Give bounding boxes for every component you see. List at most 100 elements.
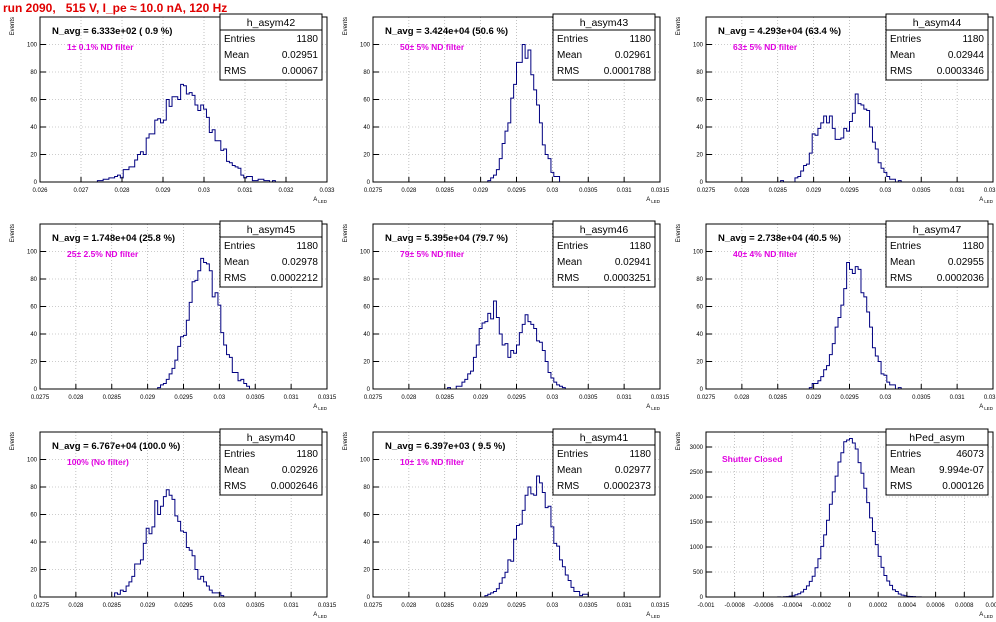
x-tick-label: 0.0295 [840,395,859,401]
stats-value-mean: 0.02978 [282,257,319,268]
y-axis-label: Events [676,224,682,242]
filter-note: 25± 2.5% ND filter [67,249,139,259]
stats-value-mean: 0.02955 [948,257,985,268]
y-tick-label: 100 [27,43,38,49]
stats-label-rms: RMS [224,273,247,284]
filter-note: 40± 4% ND filter [733,249,798,259]
stats-value-rms: 0.000126 [942,481,984,492]
y-axis-label: Events [343,17,349,35]
y-tick-label: 40 [363,540,370,546]
y-tick-label: 100 [360,250,371,256]
x-tick-label: 0.028 [734,395,750,401]
stats-title: h_asym43 [580,17,629,29]
stats-box [885,13,989,81]
x-tick-label: 0.0315 [651,188,670,194]
y-axis-label: Events [343,224,349,242]
stats-box [219,428,323,496]
stats-value-entries: 46073 [956,449,984,460]
x-axis-label: ALED [979,404,994,411]
y-tick-label: 60 [30,305,37,311]
histogram-panel-h_asym42: 0.026 0.027 0.028 0.029 0.03 0.031 0.032 0.033 0… [10,13,335,204]
x-axis-label: ALED [313,404,328,411]
x-tick-label: 0.03 [547,188,559,194]
x-tick-label: 0.031 [237,188,253,194]
x-tick-label: 0.0315 [984,395,996,401]
x-axis-label-subscript: LED [984,614,994,619]
stats-title: h_asym47 [913,224,962,236]
x-tick-label: 0.03 [214,395,226,401]
histogram-panel-h_asym46: 0.0275 0.028 0.0285 0.029 0.0295 0.03 0.0305 0.… [343,220,670,411]
x-axis-label-subscript: LED [984,406,994,411]
stats-label-entries: Entries [224,449,255,460]
x-tick-label: 0.0285 [436,603,455,609]
stats-title: hPed_asym [909,432,965,444]
stats-value-mean: 0.02961 [615,50,652,61]
stats-label-mean: Mean [890,257,915,268]
y-axis-label: Events [10,432,16,450]
stats-label-rms: RMS [557,66,580,77]
stats-value-mean: 0.02977 [615,465,652,476]
x-tick-label: 0.0295 [174,603,193,609]
stats-label-rms: RMS [890,481,913,492]
page-title: run 2090, 515 V, I_pe ≈ 10.0 nA, 120 Hz [3,1,228,15]
x-tick-label: 0.0295 [507,188,526,194]
x-axis-label: ALED [646,612,661,619]
x-tick-label: 0.029 [473,395,489,401]
stats-label-entries: Entries [890,34,921,45]
stats-value-mean: 0.02951 [282,50,319,61]
stats-title: h_asym42 [247,17,296,29]
stats-label-entries: Entries [557,241,588,252]
x-axis-label-subscript: LED [651,614,661,619]
y-axis-label: Events [676,432,682,450]
x-tick-label: 0.0275 [31,603,50,609]
stats-value-mean: 0.02944 [948,50,985,61]
stats-label-mean: Mean [224,465,249,476]
x-tick-label: 0.03 [198,188,210,194]
stats-label-mean: Mean [890,465,915,476]
x-tick-label: 0.028 [68,603,84,609]
stats-label-entries: Entries [557,34,588,45]
x-tick-label: 0.029 [140,603,156,609]
histogram-panel-h_asym41: 0.0275 0.028 0.0285 0.029 0.0295 0.03 0.0305 0.… [343,428,670,619]
x-tick-label: 0.0004 [898,603,917,609]
filter-note: 100% (No filter) [67,457,129,467]
x-tick-label: 0.027 [73,188,89,194]
filter-note: 1± 0.1% ND filter [67,42,134,52]
stats-value-mean: 0.02941 [615,257,652,268]
stats-box [219,13,323,81]
stats-title: h_asym40 [247,432,296,444]
x-tick-label: 0.0008 [955,603,974,609]
stats-label-entries: Entries [890,449,921,460]
y-tick-label: 20 [363,360,370,366]
x-tick-label: 0.028 [68,395,84,401]
y-tick-label: 20 [696,153,703,159]
y-tick-label: 100 [360,458,371,464]
stats-value-entries: 1180 [296,34,318,45]
x-tick-label: 0.0285 [436,395,455,401]
stats-value-rms: 0.0003346 [937,66,985,77]
x-tick-label: 0.0315 [318,395,337,401]
y-tick-label: 0 [367,387,371,393]
stats-value-rms: 0.0002036 [937,273,985,284]
x-axis-label: ALED [646,404,661,411]
stats-value-mean: 9.994e-07 [939,465,984,476]
stats-title: h_asym46 [580,224,629,236]
stats-label-rms: RMS [557,481,580,492]
histogram-panel-h_asym44: 0.0275 0.028 0.0285 0.029 0.0295 0.03 0.0305 0.… [676,13,996,204]
x-tick-label: 0.0305 [912,188,931,194]
navg-label: N_avg = 4.293e+04 (63.4 %) [718,26,841,37]
stats-title: h_asym45 [247,224,296,236]
y-tick-label: 0 [367,595,371,601]
x-tick-label: 0.03 [214,603,226,609]
stats-label-mean: Mean [890,50,915,61]
stats-value-rms: 0.0002373 [604,481,652,492]
y-tick-label: 100 [27,458,38,464]
navg-label: N_avg = 6.333e+02 ( 0.9 %) [52,26,172,37]
x-tick-label: 0.0275 [364,188,383,194]
stats-label-rms: RMS [557,273,580,284]
x-tick-label: 0.031 [284,395,300,401]
y-tick-label: 0 [34,387,38,393]
x-tick-label: 0.031 [617,603,633,609]
x-tick-label: 0.0305 [579,395,598,401]
